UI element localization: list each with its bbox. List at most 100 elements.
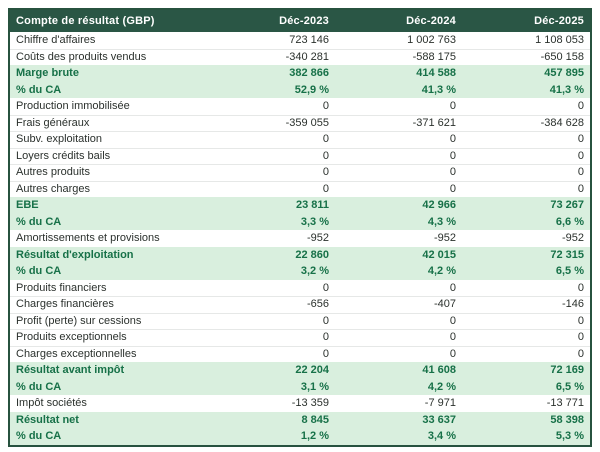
- row-value: 72 169: [462, 362, 590, 379]
- row-value: 0: [462, 180, 590, 197]
- row-label: Chiffre d'affaires: [10, 32, 210, 49]
- row-label: Frais généraux: [10, 114, 210, 131]
- row-label: % du CA: [10, 213, 210, 230]
- row-value: 6,5 %: [462, 263, 590, 280]
- row-label: Marge brute: [10, 65, 210, 82]
- row-value: -952: [462, 230, 590, 247]
- column-header-dec-2025: Déc-2025: [462, 10, 590, 32]
- row-value: 0: [462, 164, 590, 181]
- row-label: Profit (perte) sur cessions: [10, 312, 210, 329]
- row-value: 0: [462, 279, 590, 296]
- row-value: -13 771: [462, 395, 590, 412]
- row-value: 22 860: [210, 246, 335, 263]
- row-value: 0: [335, 131, 462, 148]
- row-label: Charges financières: [10, 296, 210, 313]
- table-row: Produits financiers 0 0 0: [10, 279, 590, 296]
- row-label: % du CA: [10, 263, 210, 280]
- row-value: 6,5 %: [462, 378, 590, 395]
- table-row: Autres produits 0 0 0: [10, 164, 590, 181]
- table-row: Subv. exploitation 0 0 0: [10, 131, 590, 148]
- row-value: 0: [335, 98, 462, 115]
- row-value: -588 175: [335, 48, 462, 65]
- row-value: 6,6 %: [462, 213, 590, 230]
- row-value: 8 845: [210, 411, 335, 428]
- row-value: 0: [335, 180, 462, 197]
- income-statement-panel: Compte de résultat (GBP) Déc-2023 Déc-20…: [8, 8, 592, 447]
- row-value: 0: [210, 131, 335, 148]
- row-value: 4,2 %: [335, 378, 462, 395]
- column-header-dec-2023: Déc-2023: [210, 10, 335, 32]
- row-label: % du CA: [10, 378, 210, 395]
- row-value: 4,3 %: [335, 213, 462, 230]
- row-value: 22 204: [210, 362, 335, 379]
- row-value: 41,3 %: [335, 81, 462, 98]
- row-value: 0: [462, 312, 590, 329]
- row-value: 1 002 763: [335, 32, 462, 49]
- row-value: -7 971: [335, 395, 462, 412]
- row-value: 3,3 %: [210, 213, 335, 230]
- row-value: -359 055: [210, 114, 335, 131]
- row-value: 0: [210, 312, 335, 329]
- row-value: 0: [335, 312, 462, 329]
- row-label: Produits financiers: [10, 279, 210, 296]
- row-value: -650 158: [462, 48, 590, 65]
- subtotal-row: % du CA 3,1 % 4,2 % 6,5 %: [10, 378, 590, 395]
- row-value: 0: [335, 345, 462, 362]
- row-value: 0: [462, 98, 590, 115]
- row-value: 41 608: [335, 362, 462, 379]
- row-value: 0: [335, 279, 462, 296]
- row-value: 3,1 %: [210, 378, 335, 395]
- table-row: Loyers crédits bails 0 0 0: [10, 147, 590, 164]
- row-value: 0: [210, 98, 335, 115]
- row-value: 0: [210, 279, 335, 296]
- row-value: 1,2 %: [210, 428, 335, 445]
- table-row: Chiffre d'affaires 723 146 1 002 763 1 108 …: [10, 32, 590, 49]
- row-value: -384 628: [462, 114, 590, 131]
- row-label: Production immobilisée: [10, 98, 210, 115]
- row-value: -13 359: [210, 395, 335, 412]
- row-label: Autres charges: [10, 180, 210, 197]
- row-label: Subv. exploitation: [10, 131, 210, 148]
- row-value: 414 588: [335, 65, 462, 82]
- column-header-dec-2024: Déc-2024: [335, 10, 462, 32]
- row-value: 0: [462, 329, 590, 346]
- row-value: -656: [210, 296, 335, 313]
- row-label: Résultat net: [10, 411, 210, 428]
- subtotal-row: Résultat avant impôt 22 204 41 608 72 169: [10, 362, 590, 379]
- row-value: 0: [210, 180, 335, 197]
- row-value: 41,3 %: [462, 81, 590, 98]
- table-row: Profit (perte) sur cessions 0 0 0: [10, 312, 590, 329]
- row-value: 58 398: [462, 411, 590, 428]
- row-value: 5,3 %: [462, 428, 590, 445]
- row-value: 0: [335, 164, 462, 181]
- row-value: 72 315: [462, 246, 590, 263]
- row-value: 73 267: [462, 197, 590, 214]
- row-value: -146: [462, 296, 590, 313]
- row-value: 42 966: [335, 197, 462, 214]
- subtotal-row: % du CA 3,2 % 4,2 % 6,5 %: [10, 263, 590, 280]
- row-value: 0: [210, 329, 335, 346]
- subtotal-row: % du CA 3,3 % 4,3 % 6,6 %: [10, 213, 590, 230]
- table-body: Chiffre d'affaires 723 146 1 002 763 1 108 …: [10, 32, 590, 445]
- row-value: 723 146: [210, 32, 335, 49]
- row-value: 457 895: [462, 65, 590, 82]
- subtotal-row: EBE 23 811 42 966 73 267: [10, 197, 590, 214]
- row-label: Amortissements et provisions: [10, 230, 210, 247]
- subtotal-row: Marge brute 382 866 414 588 457 895: [10, 65, 590, 82]
- row-value: 0: [335, 147, 462, 164]
- row-value: 0: [210, 147, 335, 164]
- row-label: Impôt sociétés: [10, 395, 210, 412]
- row-value: 4,2 %: [335, 263, 462, 280]
- subtotal-row: % du CA 1,2 % 3,4 % 5,3 %: [10, 428, 590, 445]
- row-value: 0: [210, 345, 335, 362]
- subtotal-row: Résultat d'exploitation 22 860 42 015 72 31…: [10, 246, 590, 263]
- table-row: Amortissements et provisions -952 -952 -952: [10, 230, 590, 247]
- row-label: Charges exceptionnelles: [10, 345, 210, 362]
- table-row: Charges financières -656 -407 -146: [10, 296, 590, 313]
- row-label: Loyers crédits bails: [10, 147, 210, 164]
- table-row: Production immobilisée 0 0 0: [10, 98, 590, 115]
- row-label: Autres produits: [10, 164, 210, 181]
- row-label: Résultat avant impôt: [10, 362, 210, 379]
- table-row: Coûts des produits vendus -340 281 -588 17…: [10, 48, 590, 65]
- row-value: 0: [462, 147, 590, 164]
